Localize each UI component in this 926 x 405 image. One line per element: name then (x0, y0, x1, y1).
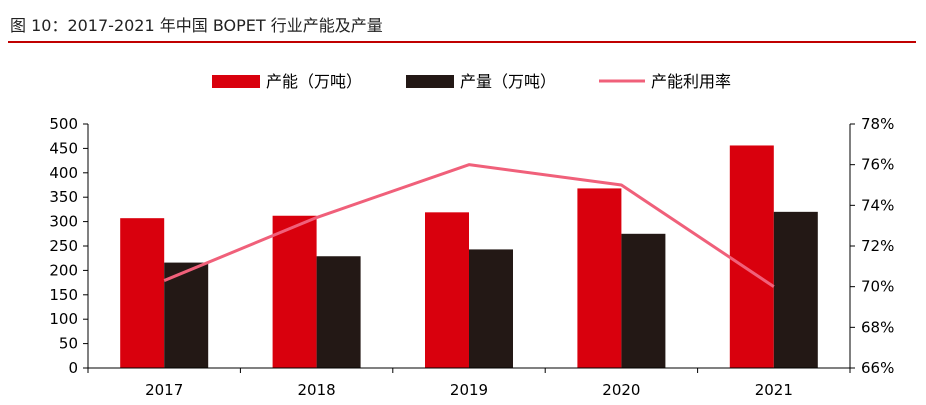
x-axis-tick-label-2017: 2017 (145, 381, 183, 399)
left-axis-tick-label: 500 (49, 115, 78, 133)
bar-capacity-2017 (120, 218, 165, 368)
legend-label-output: 产量（万吨） (460, 72, 556, 91)
left-axis-tick-label: 0 (68, 359, 78, 377)
right-axis-tick-label: 78% (861, 115, 894, 133)
bar-output-2018 (316, 256, 361, 368)
page-title: 图 10：2017-2021 年中国 BOPET 行业产能及产量 (10, 16, 383, 35)
right-axis-tick-label: 72% (861, 237, 894, 255)
right-axis-tick-label: 68% (861, 318, 894, 336)
left-axis-tick-label: 50 (59, 335, 78, 353)
left-axis-tick-label: 150 (49, 286, 78, 304)
title-rule (8, 41, 916, 43)
left-axis-tick-label: 400 (49, 164, 78, 182)
bar-capacity-2018 (272, 215, 317, 368)
right-axis-tick-label: 74% (861, 196, 894, 214)
right-axis-tick-label: 66% (861, 359, 894, 377)
bar-output-2017 (164, 262, 209, 368)
legend-swatch-capacity (212, 75, 260, 88)
x-axis-tick-label-2018: 2018 (298, 381, 336, 399)
legend-label-rate: 产能利用率 (651, 72, 731, 91)
x-axis-tick-label-2019: 2019 (450, 381, 488, 399)
legend-swatch-output (406, 75, 454, 88)
bar-capacity-2021 (729, 145, 774, 368)
left-axis-tick-label: 450 (49, 139, 78, 157)
left-axis-tick-label: 350 (49, 188, 78, 206)
left-axis-tick-label: 100 (49, 310, 78, 328)
bar-capacity-2019 (425, 212, 469, 368)
bar-capacity-2020 (577, 188, 622, 368)
bar-output-2021 (773, 211, 818, 368)
legend-label-capacity: 产能（万吨） (266, 72, 362, 91)
x-axis-tick-label-2020: 2020 (602, 381, 640, 399)
x-axis-tick-label-2021: 2021 (755, 381, 793, 399)
right-axis-tick-label: 76% (861, 156, 894, 174)
left-axis-tick-label: 300 (49, 213, 78, 231)
left-axis-tick-label: 200 (49, 261, 78, 279)
left-axis-tick-label: 250 (49, 237, 78, 255)
line-utilization-rate (163, 163, 775, 288)
bar-output-2020 (621, 233, 666, 368)
bar-output-2019 (469, 249, 513, 368)
right-axis-tick-label: 70% (861, 278, 894, 296)
